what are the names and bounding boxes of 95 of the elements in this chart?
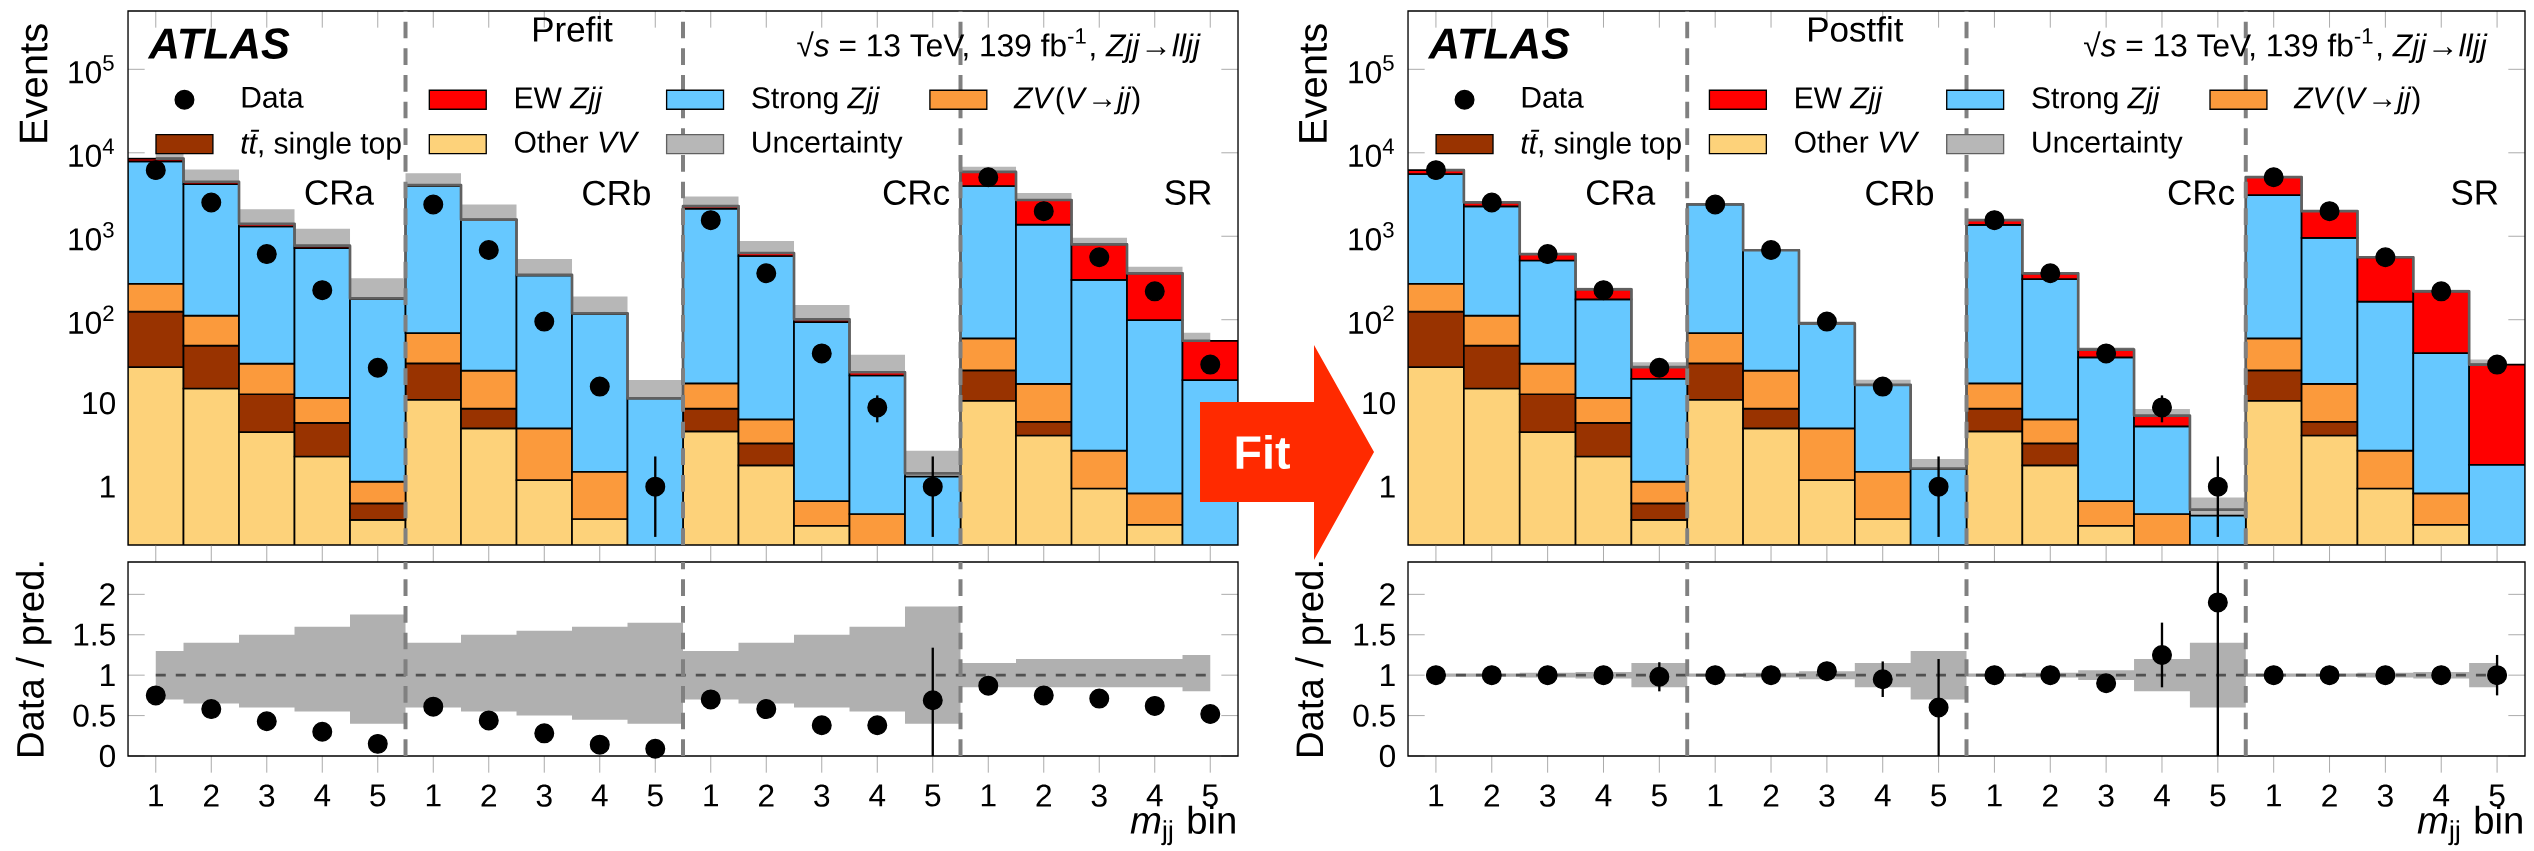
y-tick-label: 10$^{4}$ bbox=[69, 138, 114, 167]
x-tick-label: 1 bbox=[1429, 784, 1444, 807]
annotation: SR bbox=[2452, 180, 2498, 205]
y-tick-label: 10 bbox=[83, 391, 115, 415]
x-tick-label: 4 bbox=[591, 784, 608, 807]
y-tick-label: 2 bbox=[100, 583, 115, 606]
annotation: SR bbox=[1165, 180, 1211, 205]
x-tick-label: 5 bbox=[2210, 784, 2226, 807]
x-tick-label: 4 bbox=[1874, 784, 1891, 807]
y-tick-label: 0.5 bbox=[73, 704, 115, 727]
legend-label: Strong Zjj bbox=[752, 86, 880, 115]
legend-label: Data bbox=[1522, 86, 1584, 108]
x-tick-label: 3 bbox=[1540, 784, 1556, 807]
y-tick-label: 10 bbox=[1363, 391, 1395, 415]
y-axis-title: Data / pred. bbox=[15, 562, 52, 757]
x-tick-label: 1 bbox=[149, 784, 164, 807]
y-axis-title: Data / pred. bbox=[1295, 562, 1331, 757]
x-tick-label: 5 bbox=[2489, 784, 2505, 807]
annotation: √s = 13 TeV, 139 fb$^{-1}$, Zjj→lljj bbox=[2084, 28, 2488, 63]
y-tick-label: 10$^{2}$ bbox=[69, 305, 114, 334]
y-tick-label: 1 bbox=[1381, 664, 1395, 687]
x-tick-label: 2 bbox=[481, 784, 497, 807]
x-tick-label: 1 bbox=[426, 784, 441, 807]
x-tick-label: 4 bbox=[2153, 784, 2170, 807]
x-tick-label: 5 bbox=[1651, 784, 1667, 807]
legend-label: tt̄, single top bbox=[1521, 129, 1681, 160]
y-tick-label: 1 bbox=[1381, 475, 1395, 498]
annotation: CRc bbox=[883, 180, 950, 205]
y-tick-label: 1 bbox=[101, 475, 115, 498]
annotation: Fit bbox=[1236, 434, 1290, 470]
y-tick-label: 10$^{5}$ bbox=[69, 55, 114, 84]
x-tick-label: 4 bbox=[869, 784, 886, 807]
x-tick-label: 3 bbox=[1819, 784, 1835, 807]
x-tick-label: 2 bbox=[1763, 784, 1779, 807]
x-tick-label: 1 bbox=[1988, 784, 2002, 807]
legend-label: EW Zjj bbox=[516, 86, 603, 115]
legend-label: Data bbox=[242, 86, 304, 108]
x-tick-label: 1 bbox=[704, 784, 719, 807]
y-tick-label: 0 bbox=[99, 744, 115, 768]
y-axis-title: Events bbox=[19, 24, 48, 142]
y-tick-label: 1.5 bbox=[74, 623, 115, 646]
x-tick-label: 5 bbox=[1931, 784, 1947, 807]
x-tick-label: 1 bbox=[1708, 784, 1723, 807]
y-tick-label: 2 bbox=[1380, 583, 1395, 606]
legend-label: ZV(V→jj) bbox=[1013, 86, 1140, 115]
annotation: ATLAS bbox=[1427, 28, 1570, 60]
x-tick-label: 3 bbox=[814, 784, 830, 807]
x-tick-label: 5 bbox=[647, 784, 663, 807]
chart-title: Prefit bbox=[534, 16, 613, 42]
annotation: CRa bbox=[305, 180, 374, 205]
x-tick-label: 3 bbox=[536, 784, 552, 807]
legend-label: EW Zjj bbox=[1796, 86, 1883, 115]
x-tick-label: 5 bbox=[370, 784, 386, 807]
y-tick-label: 1.5 bbox=[1354, 623, 1395, 646]
annotation: √s = 13 TeV, 139 fb$^{-1}$, Zjj→lljj bbox=[797, 28, 1201, 63]
y-tick-label: 10$^{3}$ bbox=[1349, 222, 1394, 251]
x-tick-label: 4 bbox=[2433, 784, 2450, 807]
y-tick-label: 10$^{2}$ bbox=[1349, 305, 1394, 334]
y-tick-label: 0.5 bbox=[1353, 704, 1395, 727]
x-tick-label: 3 bbox=[2098, 784, 2114, 807]
x-tick-label: 3 bbox=[1091, 784, 1107, 807]
legend-label: Uncertainty bbox=[2033, 130, 2183, 159]
annotation: CRc bbox=[2168, 180, 2235, 205]
annotation: CRb bbox=[1866, 179, 1934, 206]
y-tick-label: 10$^{3}$ bbox=[69, 222, 114, 251]
y-tick-label: 10$^{5}$ bbox=[1349, 55, 1394, 84]
y-axis-title: Events bbox=[1299, 24, 1327, 142]
y-tick-label: 1 bbox=[101, 664, 115, 687]
x-tick-label: 2 bbox=[204, 784, 219, 807]
x-tick-label: 4 bbox=[1595, 784, 1612, 807]
x-tick-label: 3 bbox=[2377, 784, 2393, 807]
y-tick-label: 0 bbox=[1379, 744, 1395, 768]
x-tick-label: 3 bbox=[259, 784, 275, 807]
x-tick-label: 4 bbox=[314, 784, 331, 807]
x-tick-label: 5 bbox=[1202, 784, 1218, 807]
chart-title: Postfit bbox=[1809, 16, 1904, 42]
y-tick-label: 10$^{4}$ bbox=[1349, 138, 1394, 167]
legend-label: Other VV bbox=[514, 130, 640, 153]
x-tick-label: 4 bbox=[1146, 784, 1163, 807]
annotation: CRa bbox=[1587, 180, 1656, 205]
annotation: ATLAS bbox=[147, 28, 290, 60]
legend-label: Strong Zjj bbox=[2032, 86, 2161, 115]
x-tick-label: 2 bbox=[2043, 784, 2058, 807]
x-tick-label: 2 bbox=[1484, 784, 1500, 807]
x-tick-label: 2 bbox=[1036, 784, 1052, 807]
legend-label: Other VV bbox=[1795, 130, 1920, 153]
x-tick-label: 2 bbox=[2322, 784, 2337, 807]
x-tick-label: 1 bbox=[2267, 784, 2281, 807]
x-tick-label: 2 bbox=[759, 784, 774, 807]
x-tick-label: 5 bbox=[925, 784, 941, 807]
legend-label: tt̄, single top bbox=[241, 129, 401, 160]
x-tick-label: 1 bbox=[981, 784, 996, 807]
legend-label: ZV(V→jj) bbox=[2293, 86, 2420, 115]
annotation: CRb bbox=[583, 179, 650, 206]
legend-label: Uncertainty bbox=[753, 130, 903, 159]
